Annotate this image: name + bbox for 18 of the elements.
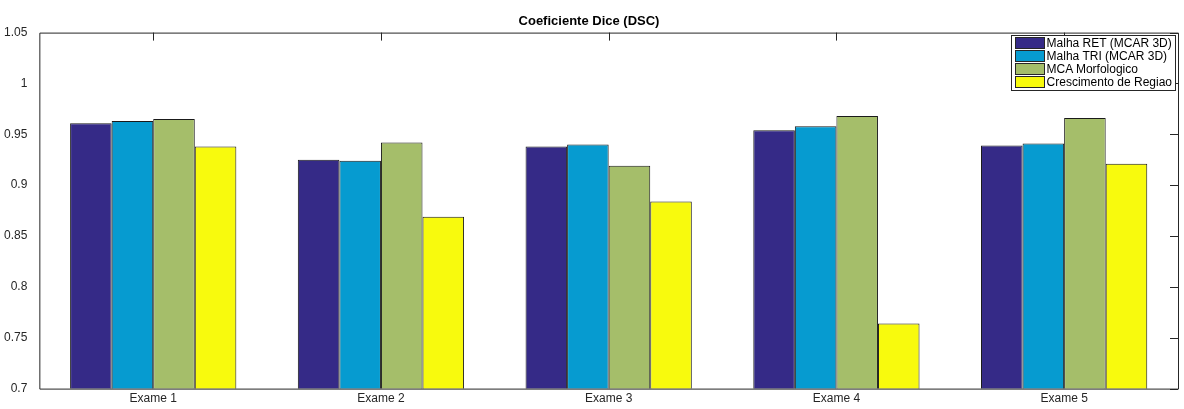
x-tick-label: Exame 4 — [812, 391, 861, 406]
legend-label: Crescimento de Regiao — [1046, 74, 1172, 89]
x-tick-label: Exame 1 — [129, 391, 178, 406]
y-tick-label: 0.7 — [10, 380, 28, 395]
legend-label: MCA Morfologico — [1046, 61, 1138, 76]
x-tick-label: Exame 2 — [357, 391, 405, 406]
y-tick-label: 0.9 — [10, 177, 28, 192]
legend-label: Malha RET (MCAR 3D) — [1046, 35, 1172, 50]
x-tick-label: Exame 5 — [1040, 391, 1089, 406]
y-tick-label: 0.85 — [4, 228, 28, 243]
y-tick-label: 1.05 — [4, 24, 28, 39]
y-tick-label: 0.8 — [10, 279, 28, 294]
x-tick-label: Exame 3 — [585, 391, 633, 406]
y-tick-label: 0.75 — [4, 330, 28, 345]
y-tick-label: 0.95 — [4, 126, 28, 141]
y-tick-label: 1 — [20, 75, 28, 90]
chart-title: Coeficiente Dice (DSC) — [518, 13, 660, 29]
legend-label: Malha TRI (MCAR 3D) — [1046, 48, 1168, 63]
